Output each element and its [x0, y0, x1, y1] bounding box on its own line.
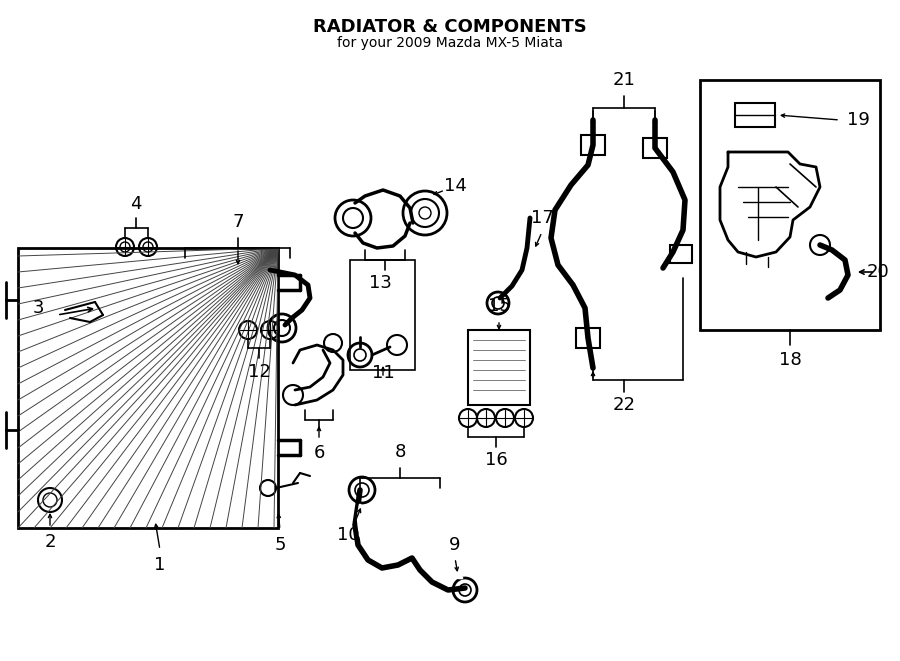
Bar	[643, 138, 667, 158]
Text: 3: 3	[32, 299, 44, 317]
Text: 1: 1	[154, 556, 166, 574]
Text: 18: 18	[778, 351, 801, 369]
Text: 22: 22	[613, 396, 635, 414]
Text: 11: 11	[372, 364, 394, 382]
Text: 2: 2	[44, 533, 56, 551]
Text: 6: 6	[313, 444, 325, 462]
Bar	[350, 260, 415, 370]
Text: 5: 5	[274, 536, 286, 554]
Text: 17: 17	[531, 209, 554, 227]
Text: 9: 9	[449, 536, 461, 554]
Text: 16: 16	[484, 451, 508, 469]
Bar	[581, 135, 605, 155]
Text: 19: 19	[847, 111, 869, 129]
Text: 8: 8	[394, 443, 406, 461]
Text: 21: 21	[613, 71, 635, 89]
Text: 15: 15	[488, 297, 510, 315]
Bar	[735, 103, 775, 127]
Bar	[670, 245, 692, 263]
Text: 4: 4	[130, 195, 142, 213]
Bar	[18, 248, 278, 528]
Bar	[468, 330, 530, 405]
Text: 13: 13	[369, 274, 392, 292]
Text: RADIATOR & COMPONENTS: RADIATOR & COMPONENTS	[313, 18, 587, 36]
Text: 12: 12	[248, 363, 270, 381]
Text: 14: 14	[444, 177, 466, 195]
Bar	[576, 328, 600, 348]
Text: 7: 7	[232, 213, 244, 231]
Text: for your 2009 Mazda MX-5 Miata: for your 2009 Mazda MX-5 Miata	[337, 36, 563, 50]
Text: 20: 20	[867, 263, 889, 281]
Bar	[700, 80, 880, 330]
Text: 10: 10	[337, 526, 359, 544]
